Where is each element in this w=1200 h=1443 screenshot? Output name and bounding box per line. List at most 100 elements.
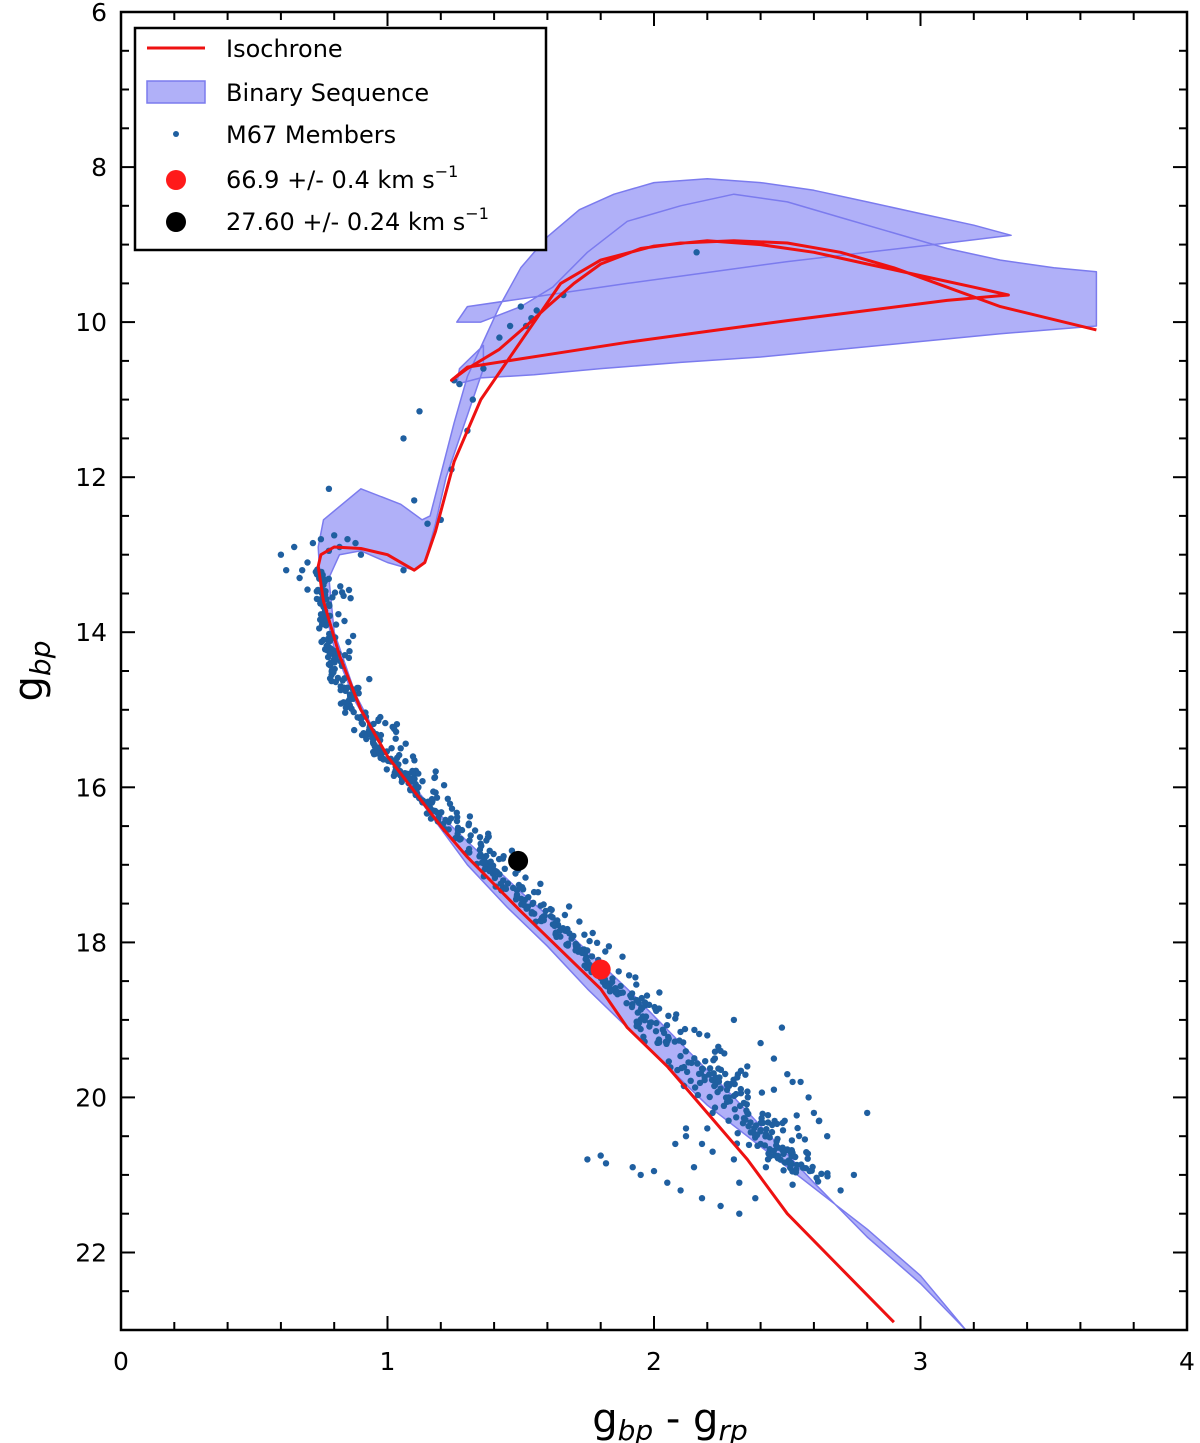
member-point: [578, 947, 585, 955]
member-point: [533, 307, 540, 314]
member-point: [335, 611, 342, 618]
member-point: [524, 905, 531, 912]
member-point: [325, 485, 333, 492]
member-point: [654, 1039, 662, 1047]
member-point: [324, 642, 331, 649]
member-point: [471, 827, 479, 834]
member-point: [757, 1119, 765, 1127]
member-point: [359, 720, 367, 728]
member-point: [402, 740, 409, 747]
member-point: [375, 717, 382, 725]
member-point: [504, 880, 512, 887]
member-point: [691, 1055, 698, 1062]
member-point: [366, 675, 373, 683]
member-point: [690, 1164, 698, 1171]
member-point: [345, 654, 353, 662]
member-point: [768, 1128, 776, 1136]
member-point: [377, 731, 385, 739]
highlighted-star-black: [508, 850, 529, 871]
member-point: [486, 847, 493, 854]
member-point: [665, 1012, 672, 1019]
member-point: [424, 520, 431, 527]
legend: Isochrone Binary Sequence M67 Members 66…: [133, 26, 548, 252]
member-point: [737, 1085, 744, 1093]
member-point: [773, 1138, 780, 1145]
member-point: [695, 1070, 703, 1078]
member-point: [317, 536, 325, 543]
y-tick-label: 12: [75, 463, 107, 492]
member-point: [448, 805, 456, 812]
member-point: [717, 1047, 724, 1055]
member-point: [540, 917, 547, 924]
x-tick-labels: 0 1 2 3 4: [113, 1347, 1195, 1376]
member-point: [565, 903, 573, 910]
member-point: [655, 1005, 663, 1012]
member-point: [701, 1076, 708, 1084]
member-point: [763, 1126, 770, 1133]
member-point: [345, 638, 352, 646]
legend-isochrone-label: Isochrone: [226, 35, 343, 63]
member-point: [517, 303, 524, 310]
member-point: [542, 907, 549, 915]
member-point: [791, 1153, 798, 1160]
member-point: [694, 1091, 702, 1099]
member-point: [476, 834, 484, 841]
member-point: [779, 1127, 787, 1134]
member-point: [398, 778, 405, 786]
member-point: [752, 1195, 759, 1202]
member-point: [633, 1022, 640, 1030]
x-tick-label: 4: [1179, 1347, 1195, 1376]
member-point: [628, 994, 635, 1001]
member-point: [633, 996, 640, 1004]
member-point: [530, 899, 537, 906]
legend-members-label: M67 Members: [226, 121, 396, 149]
member-point: [566, 930, 573, 937]
member-point: [344, 536, 351, 543]
member-point: [340, 699, 347, 706]
member-point: [434, 809, 441, 816]
member-point: [416, 408, 423, 415]
member-point: [402, 758, 409, 765]
member-point: [629, 1164, 636, 1171]
member-point: [779, 1144, 786, 1151]
member-point: [323, 596, 330, 603]
member-point: [337, 583, 344, 590]
member-point: [709, 1148, 716, 1155]
member-point: [619, 989, 626, 996]
member-point: [509, 884, 517, 892]
member-point: [677, 1187, 684, 1194]
member-point: [537, 902, 544, 909]
member-point: [696, 1079, 704, 1087]
member-point: [390, 725, 398, 732]
member-point: [530, 888, 538, 896]
member-point: [850, 1171, 858, 1179]
legend-binary-label: Binary Sequence: [226, 79, 429, 107]
member-point: [501, 865, 508, 872]
member-point: [326, 602, 333, 610]
member-point: [715, 1078, 723, 1085]
member-point: [350, 708, 357, 716]
member-point: [788, 1137, 796, 1144]
member-point: [552, 931, 559, 938]
member-point: [730, 1156, 738, 1163]
member-point: [572, 947, 579, 954]
member-point: [502, 885, 510, 893]
member-point: [687, 1077, 694, 1085]
member-point: [759, 1110, 766, 1118]
member-point: [313, 588, 320, 595]
member-point: [419, 778, 426, 785]
member-point: [764, 1119, 772, 1126]
member-point: [818, 1170, 825, 1178]
member-point: [704, 1032, 711, 1039]
member-point: [277, 551, 285, 558]
member-point: [304, 559, 311, 566]
legend-binary-swatch: [146, 80, 206, 104]
member-point: [640, 1033, 647, 1041]
member-point: [639, 1004, 646, 1011]
member-point: [480, 365, 487, 372]
member-point: [757, 1039, 764, 1047]
member-point: [331, 589, 339, 596]
y-tick-label: 18: [75, 928, 107, 957]
member-point: [370, 720, 377, 728]
member-point: [466, 813, 474, 820]
